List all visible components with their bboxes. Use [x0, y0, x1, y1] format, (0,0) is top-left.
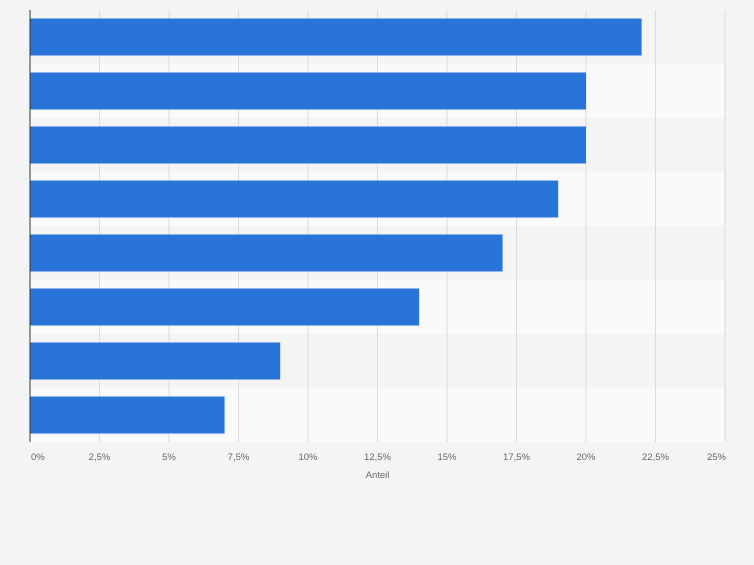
bar[interactable]	[30, 126, 586, 164]
x-tick-label: 2,5%	[89, 452, 111, 463]
x-tick-label: 10%	[298, 452, 318, 463]
x-tick-labels: 0% 2,5% 5% 7,5% 10% 12,5% 15% 17,5% 20% 22,5% 25%	[31, 452, 727, 463]
bars	[30, 18, 642, 434]
bar[interactable]	[30, 18, 642, 56]
x-tick-label: 5%	[162, 452, 176, 463]
x-tick-label: 22,5%	[642, 452, 669, 463]
x-axis-title: Anteil	[366, 470, 390, 481]
bar[interactable]	[30, 342, 281, 380]
x-tick-label: 17,5%	[503, 452, 530, 463]
bar[interactable]	[30, 234, 503, 272]
bar[interactable]	[30, 396, 225, 434]
x-tick-label: 15%	[437, 452, 457, 463]
x-tick-label: 20%	[576, 452, 596, 463]
x-tick-label: 25%	[707, 452, 727, 463]
x-tick-label: 7,5%	[228, 452, 250, 463]
x-tick-label: 12,5%	[364, 452, 391, 463]
bar[interactable]	[30, 288, 420, 326]
bar[interactable]	[30, 180, 559, 218]
bar[interactable]	[30, 72, 586, 110]
x-tick-label: 0%	[31, 452, 45, 463]
